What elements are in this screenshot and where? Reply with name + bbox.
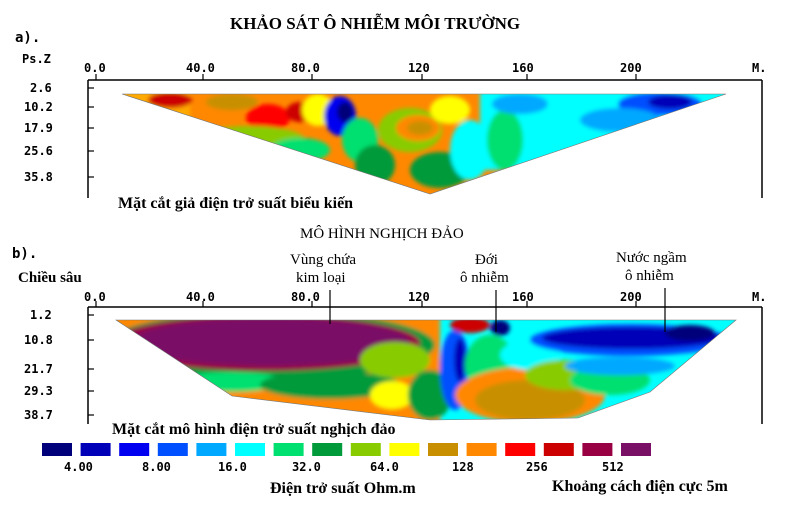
legend-tick: 256 [526, 460, 548, 474]
panel-a-depth-header: Ps.Z [22, 52, 51, 66]
annotation-groundwater-line1: Nước ngầm [616, 250, 687, 266]
legend-swatch [350, 443, 381, 456]
legend-swatch [621, 443, 651, 456]
panel-b-xtick: 120 [408, 290, 430, 304]
panel-b-depth: 10.8 [24, 333, 53, 347]
legend-swatch [312, 443, 343, 456]
legend-swatch [389, 443, 420, 456]
panel-a-xtick: 200 [620, 61, 642, 75]
legend-swatch [273, 443, 304, 456]
legend-swatch [119, 443, 150, 456]
annotation-pollution-zone-line2: ô nhiễm [460, 270, 509, 286]
panel-b-frame [87, 301, 763, 424]
panel-b-xunit: M. [752, 290, 767, 304]
panel-b-depth: 21.7 [24, 362, 53, 376]
electrode-spacing-note: Khoảng cách điện cực 5m [552, 478, 728, 495]
panel-a-depth: 35.8 [24, 170, 53, 184]
panel-a-depth: 10.2 [24, 100, 53, 114]
panel-a-label: a). [15, 30, 41, 46]
legend-tick: 512 [602, 460, 624, 474]
panel-a-frame [87, 74, 763, 198]
legend-tick: 64.0 [370, 460, 399, 474]
panel-b-subtitle: MÔ HÌNH NGHỊCH ĐẢO [300, 226, 464, 242]
legend-swatch [466, 443, 497, 456]
panel-b-depth: 29.3 [24, 384, 53, 398]
panel-b-xtick: 160 [512, 290, 534, 304]
annotation-metal-zone-line1: Vùng chứa [290, 252, 357, 268]
panel-b-xtick: 40.0 [186, 290, 215, 304]
legend-swatch [543, 443, 574, 456]
panel-a-pseudosection [122, 94, 726, 194]
legend-tick: 16.0 [218, 460, 247, 474]
annotation-groundwater-line2: ô nhiễm [625, 268, 674, 284]
legend-tick: 128 [452, 460, 474, 474]
legend-swatch [505, 443, 536, 456]
panel-a-depth: 25.6 [24, 144, 53, 158]
legend-tick: 32.0 [292, 460, 321, 474]
legend-swatch [42, 443, 72, 456]
annotation-metal-zone-line2: kim loại [296, 270, 346, 286]
panel-a-xunit: M. [752, 61, 767, 75]
legend-swatch [582, 443, 613, 456]
panel-a-xtick: 120 [408, 61, 430, 75]
panel-a-xtick: 40.0 [186, 61, 215, 75]
panel-a-xtick: 80.0 [291, 61, 320, 75]
panel-a-depth: 17.9 [24, 121, 53, 135]
panel-b-depth-header: Chiều sâu [18, 270, 82, 286]
legend-tick: 4.00 [64, 460, 93, 474]
legend-swatch [235, 443, 265, 456]
legend-swatch [196, 443, 227, 456]
legend-swatch [157, 443, 188, 456]
panel-a-xtick: 0.0 [84, 61, 106, 75]
legend-colorbar [42, 443, 651, 456]
panel-b-caption: Mặt cắt mô hình điện trở suất nghịch đảo [112, 421, 396, 438]
panel-b-depth: 1.2 [30, 308, 52, 322]
panel-a-depth: 2.6 [30, 81, 52, 95]
legend-title: Điện trở suất Ohm.m [270, 480, 416, 497]
panel-b-xtick: 200 [620, 290, 642, 304]
panel-b-xtick: 80.0 [291, 290, 320, 304]
panel-b-label: b). [12, 246, 38, 262]
figure-title: KHẢO SÁT Ô NHIỄM MÔI TRƯỜNG [230, 14, 521, 33]
legend-swatch [428, 443, 458, 456]
panel-a-caption: Mặt cắt giả điện trở suất biểu kiến [118, 195, 354, 212]
panel-b-depth: 38.7 [24, 408, 53, 422]
panel-a-xtick: 160 [512, 61, 534, 75]
annotation-pollution-zone-line1: Đới [475, 252, 498, 268]
legend-swatch [80, 443, 111, 456]
panel-b-inverse-model [116, 320, 736, 420]
panel-b-xtick: 0.0 [84, 290, 106, 304]
legend-tick: 8.00 [142, 460, 171, 474]
